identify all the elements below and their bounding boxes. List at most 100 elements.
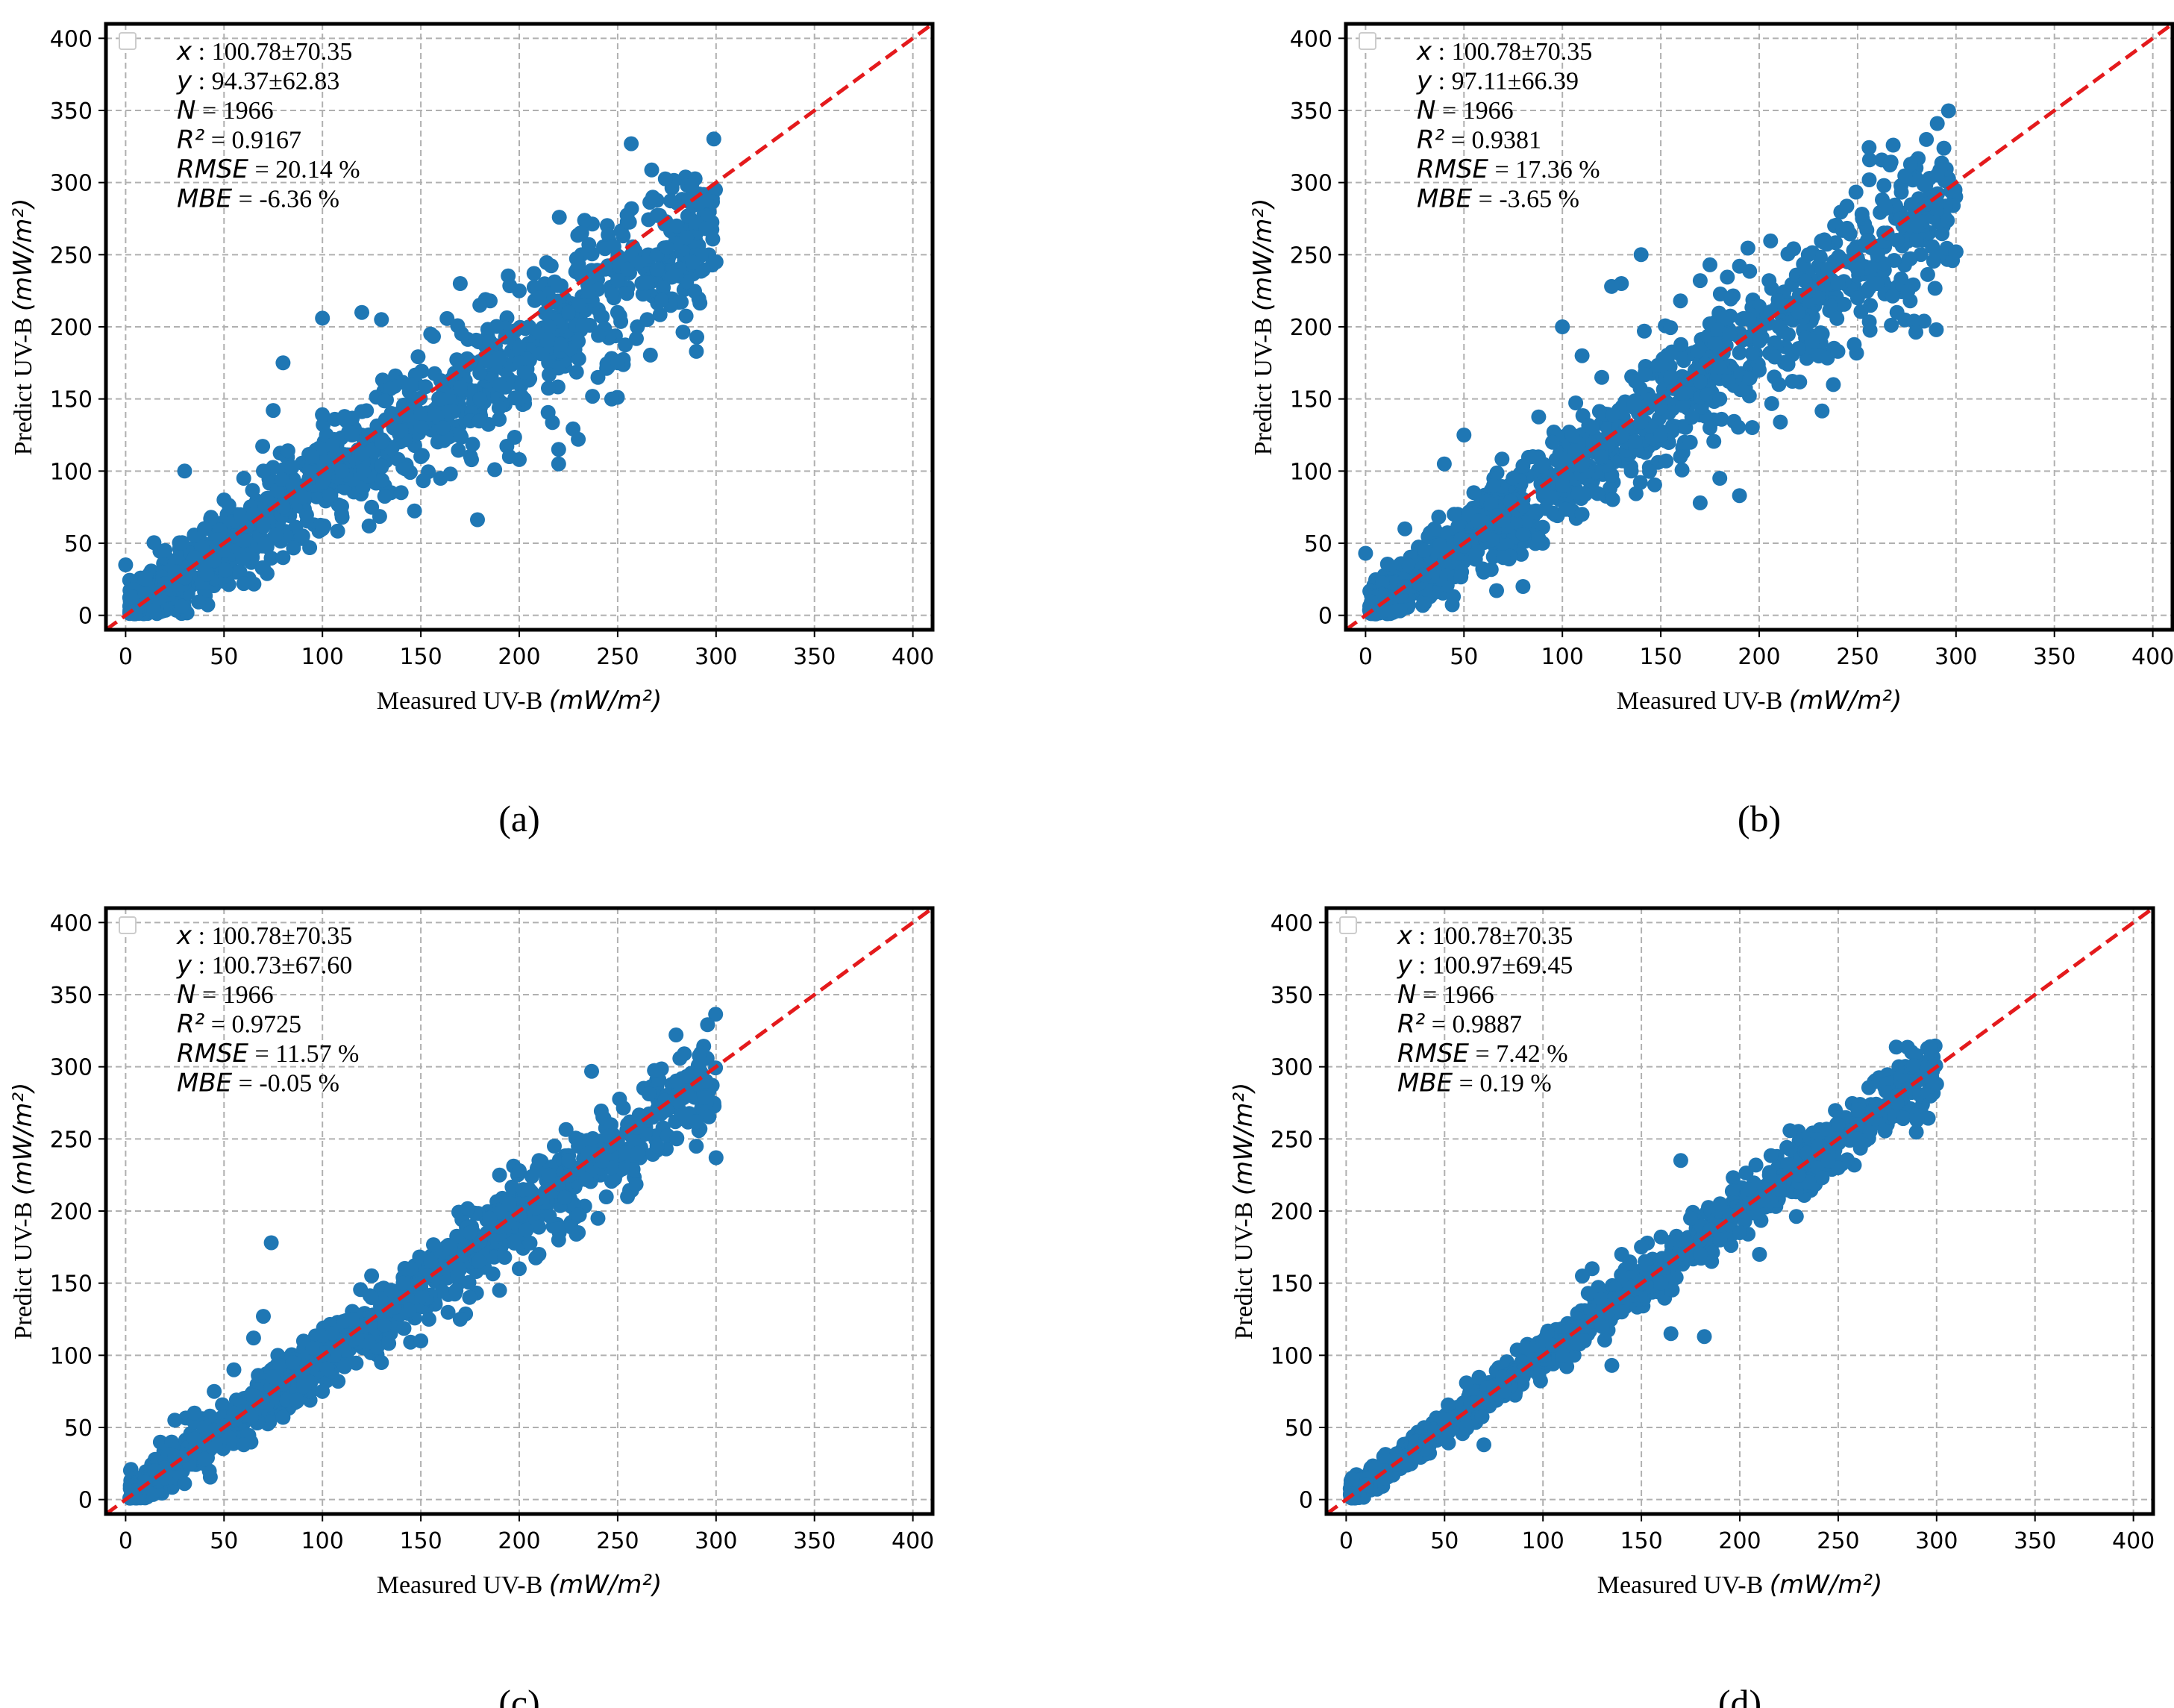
stat-value: = 0.9725: [204, 1011, 301, 1039]
stat-line: y : 97.11±66.39: [1416, 66, 1579, 96]
scatter-point: [1905, 1058, 1921, 1074]
scatter-point: [1893, 184, 1909, 200]
scatter-point: [1861, 140, 1877, 155]
stat-label: R²: [177, 125, 205, 155]
legend: x : 100.78±70.35y : 97.11±66.39N = 1966R…: [1359, 32, 1600, 214]
scatter-point: [1545, 434, 1560, 450]
scatter-point: [645, 190, 660, 205]
scatter-point: [1358, 545, 1373, 561]
scatter-point: [1496, 550, 1511, 566]
scatter-point: [1897, 168, 1913, 184]
scatter-point: [531, 290, 547, 306]
scatter-point: [512, 340, 527, 355]
scatter-point: [1532, 1373, 1548, 1389]
panel-c: 0 50 100 150 200 250 300 350 4000501001502002503…: [8, 906, 935, 1708]
scatter-point: [692, 1048, 707, 1063]
stat-label: y: [1416, 66, 1432, 96]
scatter-point: [1476, 564, 1491, 580]
scatter-point: [615, 1161, 630, 1177]
scatter-point: [377, 1317, 392, 1333]
scatter-point: [1780, 357, 1796, 372]
x-axis-label: Measured UV-B (mW/m²): [1617, 686, 1902, 716]
scatter-point: [345, 410, 360, 426]
x-tick-label: 350: [793, 644, 836, 670]
scatter-point: [1485, 478, 1501, 493]
scatter-point: [418, 379, 433, 395]
identity-line: [1344, 22, 2174, 632]
scatter-point: [1446, 589, 1462, 604]
scatter-point: [1814, 403, 1830, 419]
scatter-point: [464, 452, 479, 468]
y-axis-label-text: Predict UV-B: [10, 311, 37, 455]
scatter-point: [256, 463, 271, 479]
scatter-point: [642, 347, 658, 363]
scatter-point: [1929, 322, 1944, 337]
scatter-point: [598, 1189, 614, 1204]
scatter-point: [191, 594, 207, 610]
x-tick-label: 400: [892, 644, 934, 670]
scatter-point: [1909, 233, 1924, 248]
scatter-point: [695, 262, 711, 278]
scatter-point: [1726, 1170, 1741, 1186]
stat-line: y : 100.73±67.60: [176, 951, 352, 980]
scatter-point: [1675, 398, 1691, 413]
scatter-point: [1721, 374, 1737, 389]
scatter-point: [1764, 395, 1779, 411]
scatter-point: [470, 512, 485, 528]
scatter-point: [268, 527, 284, 542]
scatter-point: [540, 404, 556, 420]
scatter-point: [361, 518, 377, 534]
y-tick-label: 100: [50, 459, 93, 485]
scatter-point: [315, 310, 331, 326]
stat-label: x: [1416, 37, 1432, 66]
scatter-point: [461, 1274, 477, 1290]
grid: [106, 908, 933, 1514]
scatter-point: [233, 507, 248, 522]
stat-value: : 100.73±67.60: [192, 952, 352, 980]
scatter-point: [1673, 449, 1688, 464]
y-tick-label: 400: [1290, 26, 1332, 52]
scatter-point: [413, 1333, 429, 1348]
legend: x : 100.78±70.35y : 94.37±62.83N = 1966R…: [119, 32, 360, 214]
scatter-point: [403, 377, 419, 392]
scatter-point: [1791, 341, 1806, 356]
scatter-point: [449, 1228, 465, 1244]
scatter-point: [263, 1235, 279, 1251]
scatter-point: [414, 1289, 430, 1304]
stat-value: = 1966: [1435, 97, 1513, 125]
scatter-point: [460, 1201, 475, 1216]
scatter-point: [561, 304, 576, 320]
scatter-point: [187, 550, 202, 566]
scatter-point: [374, 312, 389, 328]
scatter-point: [301, 463, 317, 478]
scatter-point: [1732, 345, 1747, 360]
scatter-point: [423, 326, 439, 342]
y-axis-label-text: Predict UV-B: [1250, 311, 1277, 455]
scatter-point: [698, 1074, 714, 1089]
scatter-point: [1826, 377, 1841, 392]
scatter-point: [1450, 519, 1466, 534]
scatter-point: [452, 1262, 468, 1277]
scatter-point: [551, 456, 566, 472]
scatter-point: [568, 364, 584, 380]
scatter-point: [533, 346, 548, 362]
y-axis-label: Predict UV-B (mW/m²): [1248, 198, 1278, 456]
scatter-point: [1628, 486, 1644, 501]
scatter-point: [1514, 546, 1529, 562]
scatter-point: [325, 437, 340, 453]
scatter-point: [1623, 463, 1639, 479]
scatter-point: [1545, 505, 1561, 521]
scatter-point: [639, 312, 655, 328]
scatter-point: [542, 367, 557, 383]
scatter-point: [1883, 154, 1899, 170]
scatter-point: [174, 598, 189, 614]
scatter-point: [1568, 395, 1584, 410]
scatter-point: [692, 295, 708, 311]
stat-label: N: [1417, 96, 1435, 125]
scatter-point: [354, 304, 369, 320]
scatter-point: [1838, 222, 1854, 238]
y-tick-label: 350: [1290, 98, 1332, 125]
scatter-point: [344, 1312, 360, 1327]
scatter-point: [610, 304, 625, 320]
